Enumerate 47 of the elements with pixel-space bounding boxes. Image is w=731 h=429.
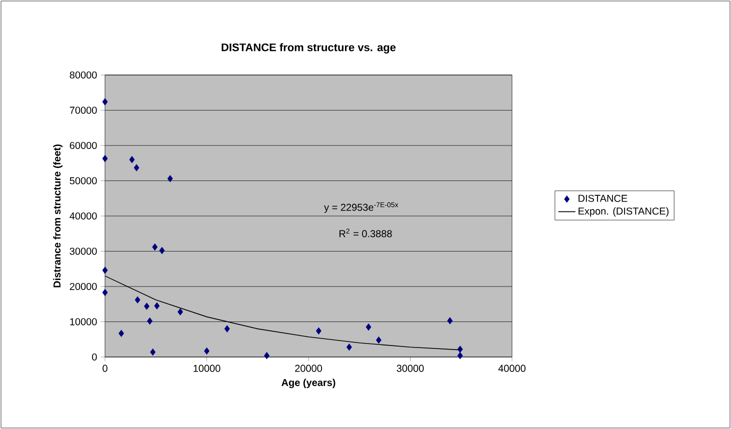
legend-label: Expon. (DISTANCE) xyxy=(578,207,669,217)
point xyxy=(178,308,183,316)
point xyxy=(102,266,108,274)
point xyxy=(457,346,463,353)
legend-label: DISTANCE xyxy=(578,194,628,202)
point xyxy=(457,352,463,359)
point xyxy=(129,156,135,164)
x-tick-label: 0 xyxy=(102,364,108,372)
point xyxy=(102,289,108,296)
y-tick-label: 30000 xyxy=(70,248,97,255)
point xyxy=(224,325,230,332)
annotation: R$^{2}$ = 0.3888 xyxy=(339,228,392,238)
point xyxy=(134,164,140,172)
point xyxy=(102,98,108,106)
point xyxy=(447,317,453,324)
y-tick-label: 60000 xyxy=(70,142,97,150)
x-tick-label: 10000 xyxy=(194,364,220,372)
y-tick-label: 50000 xyxy=(70,177,97,184)
annotation: y = 22953e$^{-7E-05x}$ xyxy=(324,202,398,213)
point xyxy=(159,247,165,254)
point xyxy=(204,348,210,354)
point xyxy=(150,348,156,356)
point xyxy=(264,352,270,359)
point xyxy=(144,302,150,310)
y-tick-label: 20000 xyxy=(70,282,97,290)
y-tick-label: 80000 xyxy=(70,71,97,79)
point xyxy=(366,324,372,330)
point xyxy=(316,328,322,334)
point xyxy=(134,296,140,304)
y-axis-title: Distrance from structure (feet) xyxy=(53,144,63,288)
y-tick-label: 10000 xyxy=(70,318,97,326)
x-tick-label: 40000 xyxy=(498,364,526,372)
x-tick-label: 30000 xyxy=(396,364,424,372)
point xyxy=(118,330,124,337)
point xyxy=(346,344,352,351)
y-tick-label: 0 xyxy=(92,353,97,361)
point xyxy=(154,302,160,310)
chart-title: DISTANCE from structure vs. age xyxy=(222,43,396,54)
y-tick-label: 70000 xyxy=(70,106,97,114)
y-tick-label: 40000 xyxy=(70,212,97,220)
point xyxy=(376,336,382,344)
x-tick-label: 20000 xyxy=(295,364,322,372)
point xyxy=(147,318,152,324)
x-axis-title: Age (years) xyxy=(282,378,336,388)
point xyxy=(152,244,158,250)
point xyxy=(102,155,108,162)
point xyxy=(167,175,173,182)
